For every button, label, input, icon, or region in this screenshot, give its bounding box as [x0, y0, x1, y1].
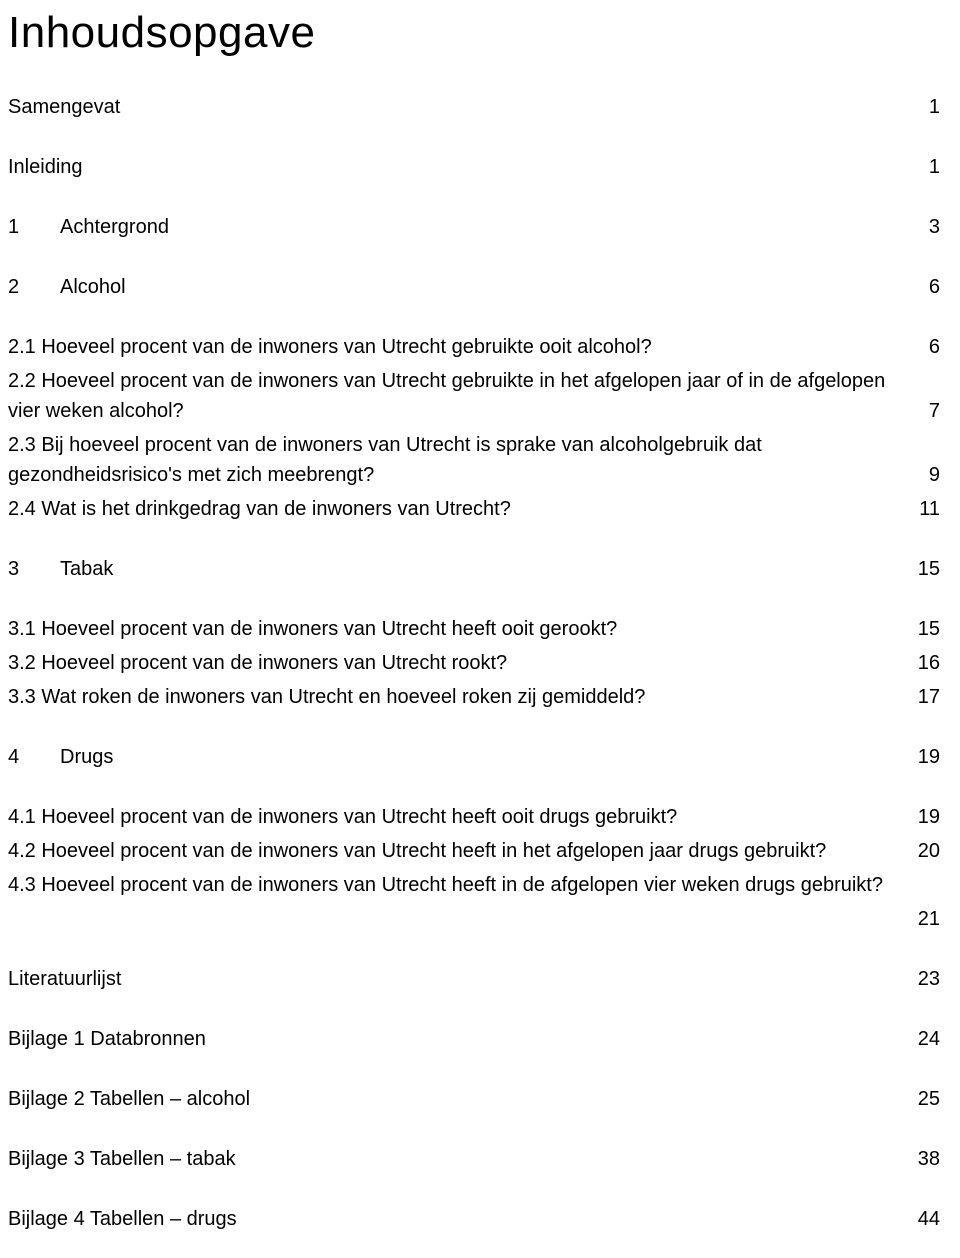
toc-page: 15: [912, 554, 940, 584]
spacer: [8, 528, 940, 550]
toc-entry: Literatuurlijst 23: [8, 964, 940, 994]
toc-entry: Bijlage 3 Tabellen – tabak 38: [8, 1144, 940, 1174]
spacer: [8, 186, 940, 208]
toc-label: Alcohol: [60, 272, 126, 302]
toc-page: 15: [912, 614, 940, 644]
toc-label: Achtergrond: [60, 212, 169, 242]
toc-sub-text: 3.2 Hoeveel procent van de inwoners van …: [8, 648, 527, 678]
toc-sub-text-line1: 2.3 Bij hoeveel procent van de inwoners …: [8, 430, 940, 460]
toc-sub-text: 4.1 Hoeveel procent van de inwoners van …: [8, 802, 697, 832]
toc-page: 21: [912, 904, 940, 934]
toc-entry: Bijlage 4 Tabellen – drugs 44: [8, 1204, 940, 1234]
spacer: [8, 246, 940, 268]
spacer: [8, 1058, 940, 1080]
toc-subentry: 2.1 Hoeveel procent van de inwoners van …: [8, 332, 940, 362]
toc-subentry: 2.2 Hoeveel procent van de inwoners van …: [8, 366, 940, 426]
toc-page: 3: [912, 212, 940, 242]
toc-subentry: 4.3 Hoeveel procent van de inwoners van …: [8, 870, 940, 934]
toc-subentry: 2.3 Bij hoeveel procent van de inwoners …: [8, 430, 940, 490]
toc-page: 1: [912, 152, 940, 182]
spacer: [8, 1178, 940, 1200]
toc-subentry: 4.2 Hoeveel procent van de inwoners van …: [8, 836, 940, 866]
toc-subentry: 3.1 Hoeveel procent van de inwoners van …: [8, 614, 940, 644]
page-title: Inhoudsopgave: [8, 8, 940, 58]
toc-label: Samengevat: [8, 92, 120, 122]
toc-entry: Samengevat 1: [8, 92, 940, 122]
toc-page: 38: [912, 1144, 940, 1174]
toc-entry: Bijlage 2 Tabellen – alcohol 25: [8, 1084, 940, 1114]
toc-sub-text: 3.3 Wat roken de inwoners van Utrecht en…: [8, 682, 665, 712]
toc-chapter: 2 Alcohol 6: [8, 272, 940, 302]
toc-label: Literatuurlijst: [8, 964, 121, 994]
toc-page: 11: [912, 494, 940, 524]
toc-sub-text-line2: vier weken alcohol?: [8, 396, 204, 426]
toc-label: Bijlage 4 Tabellen – drugs: [8, 1204, 237, 1234]
toc-chapter-number: 1: [8, 212, 26, 242]
toc-chapter-number: 3: [8, 554, 26, 584]
toc-page: 9: [912, 460, 940, 490]
toc-chapter-number: 4: [8, 742, 26, 772]
toc-chapter-number: 2: [8, 272, 26, 302]
toc-label: Tabak: [60, 554, 113, 584]
toc-page: 16: [912, 648, 940, 678]
toc-page: 7: [912, 396, 940, 426]
toc-subentry: 2.4 Wat is het drinkgedrag van de inwone…: [8, 494, 940, 524]
toc-page: 19: [912, 802, 940, 832]
spacer: [8, 998, 940, 1020]
toc-entry: Inleiding 1: [8, 152, 940, 182]
spacer: [8, 306, 940, 328]
toc-page: 17: [912, 682, 940, 712]
toc-sub-text: 4.2 Hoeveel procent van de inwoners van …: [8, 836, 846, 866]
spacer: [8, 126, 940, 148]
toc-page: 19: [912, 742, 940, 772]
toc-page: 6: [912, 332, 940, 362]
toc-subentry: 3.3 Wat roken de inwoners van Utrecht en…: [8, 682, 940, 712]
toc-sub-text-line2: gezondheidsrisico's met zich meebrengt?: [8, 460, 394, 490]
toc-sub-text: 4.3 Hoeveel procent van de inwoners van …: [8, 870, 940, 900]
toc-chapter: 1 Achtergrond 3: [8, 212, 940, 242]
toc-subentry: 4.1 Hoeveel procent van de inwoners van …: [8, 802, 940, 832]
toc-page: 25: [912, 1084, 940, 1114]
toc-page: 23: [912, 964, 940, 994]
toc-entry: Bijlage 1 Databronnen 24: [8, 1024, 940, 1054]
toc-page: 44: [912, 1204, 940, 1234]
toc-label: Drugs: [60, 742, 113, 772]
toc-page: 24: [912, 1024, 940, 1054]
toc-page: 1: [912, 92, 940, 122]
toc-label: Inleiding: [8, 152, 83, 182]
toc-page: 20: [912, 836, 940, 866]
spacer: [8, 776, 940, 798]
spacer: [8, 938, 940, 960]
spacer: [8, 588, 940, 610]
toc-sub-text: 3.1 Hoeveel procent van de inwoners van …: [8, 614, 637, 644]
spacer: [8, 1118, 940, 1140]
table-of-contents: Samengevat1Inleiding11Achtergrond32Alcoh…: [8, 92, 940, 1234]
toc-label: Bijlage 2 Tabellen – alcohol: [8, 1084, 250, 1114]
toc-page: 6: [912, 272, 940, 302]
toc-chapter: 4 Drugs 19: [8, 742, 940, 772]
spacer: [8, 716, 940, 738]
toc-sub-text-line1: 2.2 Hoeveel procent van de inwoners van …: [8, 366, 940, 396]
toc-label: Bijlage 1 Databronnen: [8, 1024, 206, 1054]
toc-label: Bijlage 3 Tabellen – tabak: [8, 1144, 236, 1174]
toc-sub-text: 2.4 Wat is het drinkgedrag van de inwone…: [8, 494, 531, 524]
toc-subentry: 3.2 Hoeveel procent van de inwoners van …: [8, 648, 940, 678]
toc-sub-text: 2.1 Hoeveel procent van de inwoners van …: [8, 332, 672, 362]
toc-chapter: 3 Tabak 15: [8, 554, 940, 584]
